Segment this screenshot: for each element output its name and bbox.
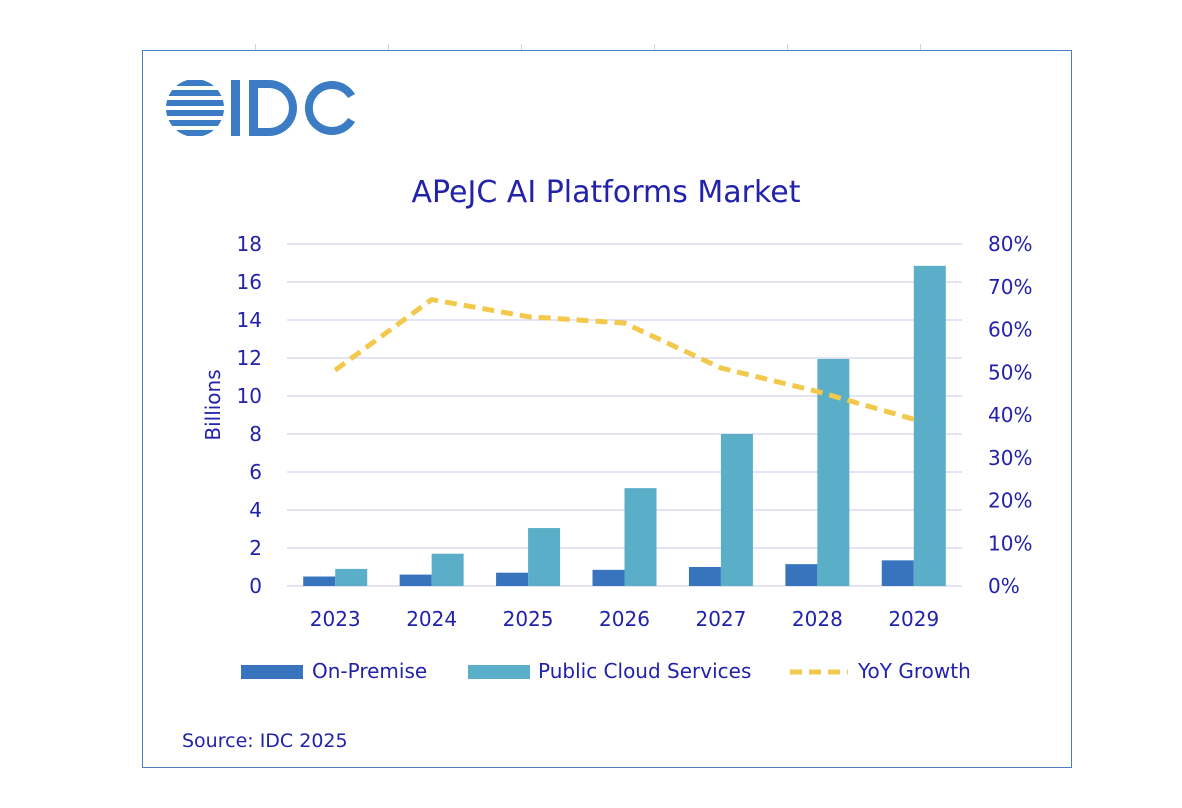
x-tick-label: 2023	[310, 607, 361, 631]
y2-tick-label: 80%	[988, 232, 1032, 256]
legend-swatch-public-cloud	[468, 665, 530, 679]
y-tick-label: 16	[237, 270, 262, 294]
yoy-point	[527, 316, 529, 318]
top-tick	[255, 44, 256, 50]
y-tick-label: 18	[237, 232, 262, 256]
x-tick-label: 2025	[503, 607, 554, 631]
y-tick-label: 12	[237, 346, 262, 370]
legend-swatch-on-premise	[241, 665, 303, 679]
legend: On-Premise Public Cloud Services YoY Gro…	[241, 659, 971, 683]
top-tick	[787, 44, 788, 50]
source-note: Source: IDC 2025	[182, 730, 348, 752]
y2-tick-label: 0%	[988, 574, 1020, 598]
top-tick	[920, 44, 921, 50]
yoy-point	[720, 367, 722, 369]
x-tick-label: 2028	[792, 607, 843, 631]
x-tick-label: 2024	[406, 607, 457, 631]
x-tick-label: 2026	[599, 607, 650, 631]
y2-tick-label: 60%	[988, 318, 1032, 342]
y2-tick-label: 40%	[988, 403, 1032, 427]
y-tick-label: 2	[249, 536, 262, 560]
x-tick-label: 2027	[695, 607, 746, 631]
bar-on-premise	[881, 560, 914, 586]
bar-public-cloud	[528, 528, 561, 586]
bar-on-premise	[303, 576, 336, 586]
top-tick	[388, 44, 389, 50]
y-tick-label: 4	[249, 498, 262, 522]
y-axis-ticks: 0 2 4 6 8 10 12 14 16 18	[237, 232, 262, 598]
y-tick-label: 6	[249, 460, 262, 484]
y2-tick-label: 20%	[988, 489, 1032, 513]
bar-public-cloud	[624, 488, 657, 586]
top-tick	[654, 44, 655, 50]
y2-tick-label: 30%	[988, 446, 1032, 470]
y-axis-label: Billions	[201, 369, 225, 440]
legend-label-public-cloud: Public Cloud Services	[538, 659, 751, 683]
yoy-point	[624, 322, 625, 324]
legend-label-on-premise: On-Premise	[312, 659, 427, 683]
legend-label-yoy: YoY Growth	[857, 659, 971, 683]
yoy-point	[431, 299, 433, 301]
bar-on-premise	[785, 564, 818, 586]
bar-on-premise	[688, 567, 721, 586]
bar-public-cloud	[720, 434, 753, 586]
y-tick-label: 8	[249, 422, 262, 446]
y-tick-label: 14	[237, 308, 262, 332]
top-tick	[521, 44, 522, 50]
chart-title: APeJC AI Platforms Market	[411, 175, 800, 210]
yoy-point	[816, 390, 818, 392]
y-tick-label: 0	[249, 574, 262, 598]
x-tick-label: 2029	[888, 607, 939, 631]
x-axis-ticks: 2023 2024 2025 2026 2027 2028 2029	[310, 607, 939, 631]
y2-tick-label: 10%	[988, 531, 1032, 555]
bar-on-premise	[399, 574, 432, 586]
bar-on-premise	[592, 569, 625, 586]
y2-tick-label: 70%	[988, 275, 1032, 299]
globe-icon	[166, 80, 224, 136]
bar-on-premise	[496, 572, 529, 586]
bar-public-cloud	[335, 568, 368, 586]
yoy-point	[334, 369, 336, 371]
y-tick-label: 10	[237, 384, 262, 408]
y2-tick-label: 50%	[988, 360, 1032, 384]
bar-public-cloud	[431, 553, 464, 586]
y2-axis-ticks: 0% 10% 20% 30% 40% 50% 60% 70% 80%	[988, 232, 1032, 598]
bars	[303, 265, 946, 586]
yoy-line-layer	[333, 297, 915, 422]
bar-public-cloud	[913, 265, 946, 586]
idc-logo	[166, 80, 355, 136]
yoy-point	[913, 418, 915, 420]
